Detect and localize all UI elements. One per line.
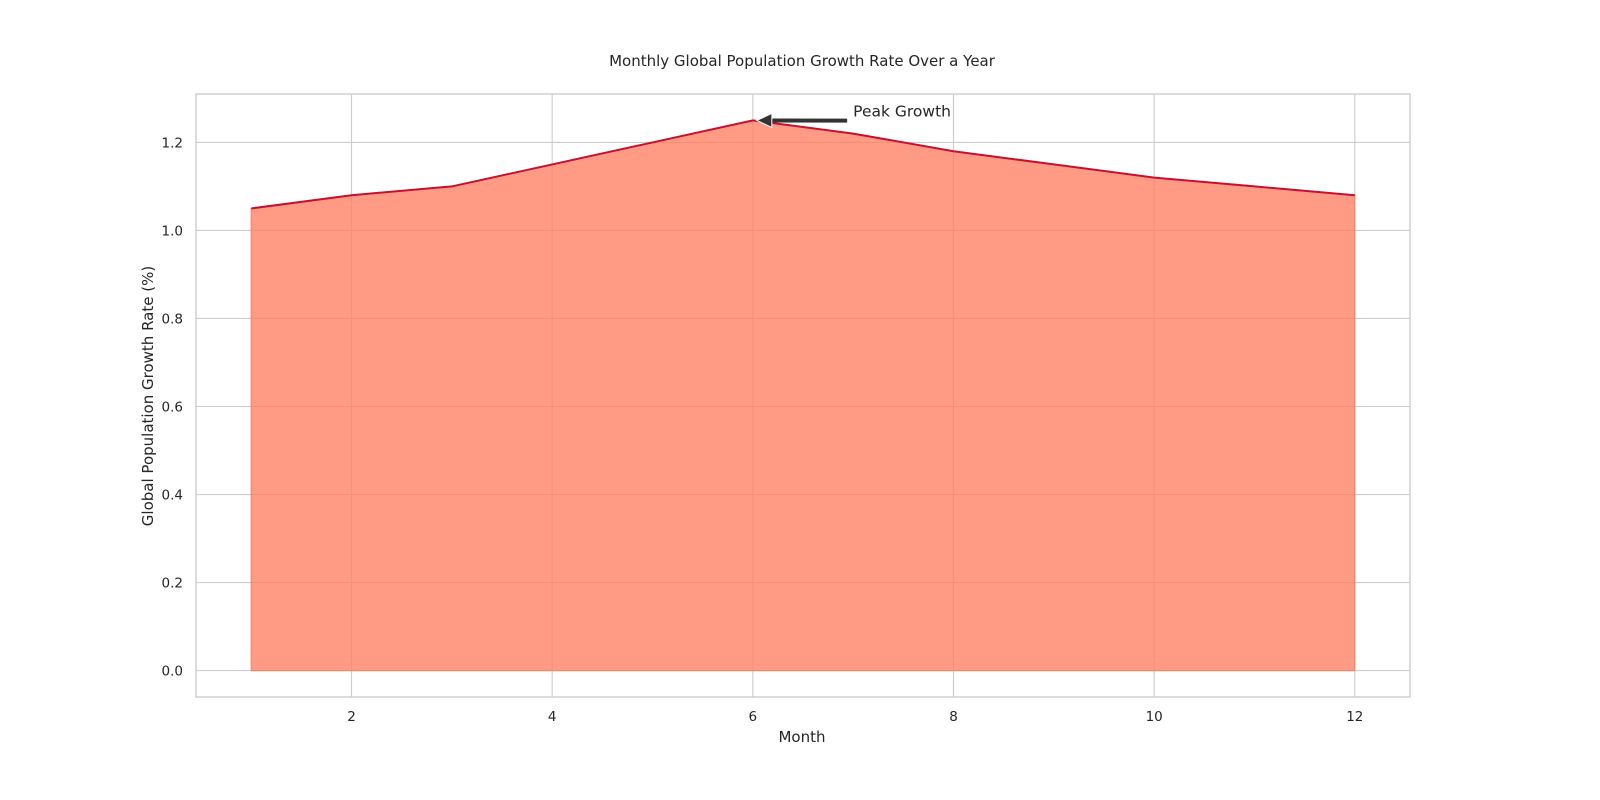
- x-axis-ticks: 2 4 6 8 10 12: [347, 709, 1363, 725]
- annotation-arrow-head: [755, 112, 773, 129]
- plot-area: [250, 119, 1356, 672]
- chart-title: Monthly Global Population Growth Rate Ov…: [609, 52, 996, 70]
- x-axis-label: Month: [778, 728, 825, 746]
- x-tick-label: 8: [949, 709, 958, 725]
- y-axis-ticks: 0.0 0.2 0.4 0.6 0.8 1.0 1.2: [162, 135, 183, 679]
- y-tick-label: 0.2: [162, 576, 183, 592]
- y-tick-label: 1.2: [162, 135, 183, 151]
- y-tick-label: 0.4: [162, 488, 183, 504]
- area-fill: [250, 119, 1356, 672]
- y-axis-label: Global Population Growth Rate (%): [139, 266, 157, 526]
- y-tick-label: 0.8: [162, 311, 183, 327]
- x-tick-label: 6: [749, 709, 758, 725]
- x-tick-label: 12: [1346, 709, 1363, 725]
- y-tick-label: 1.0: [162, 223, 183, 239]
- annotation: Peak Growth: [755, 103, 951, 129]
- x-tick-label: 10: [1146, 709, 1163, 725]
- series-line: [251, 119, 1355, 210]
- plot-frame: [195, 93, 1411, 698]
- y-tick-label: 0.0: [162, 664, 183, 680]
- annotation-label: Peak Growth: [853, 103, 951, 121]
- x-tick-label: 4: [548, 709, 557, 725]
- x-tick-label: 2: [347, 709, 356, 725]
- y-tick-label: 0.6: [162, 400, 183, 416]
